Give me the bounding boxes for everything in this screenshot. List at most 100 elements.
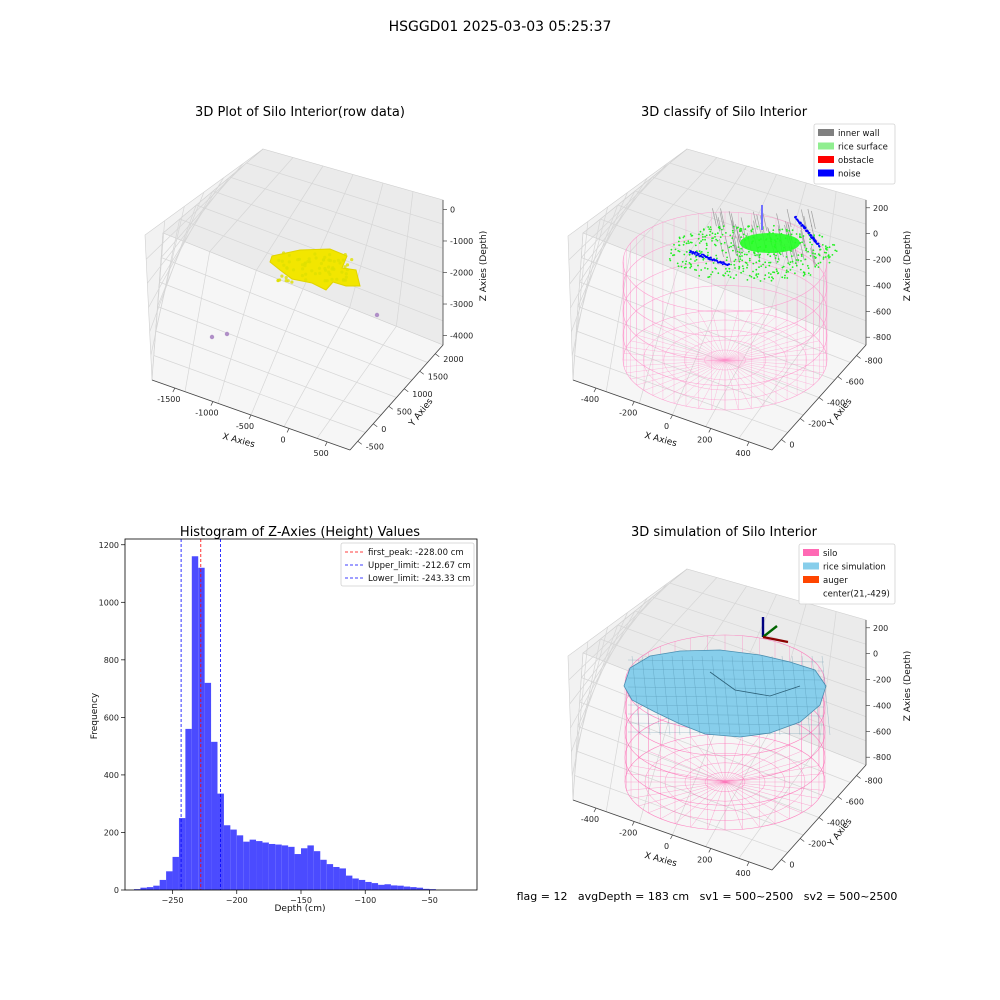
raw-point [343,253,347,257]
inner-wall-point [726,244,732,264]
legend-swatch [818,156,834,163]
hist-bar [281,845,289,890]
rice-surface-point [711,271,714,273]
silo-floor-ring [704,349,746,371]
z-tick-label: 200 [873,204,888,213]
noise-point [694,251,697,254]
raw-point [282,263,286,267]
rice-surface-point [813,234,815,237]
y-tick-mark [799,418,805,422]
rice-surface-point [778,228,781,231]
mesh-line [671,655,681,736]
rice-surface-point [730,245,732,248]
rice-surface-point [769,261,772,264]
rice-surface-point [670,248,673,251]
hist-bar [397,885,404,890]
rice-surface-point [752,270,754,273]
raw-point [328,272,332,276]
rice-surface-point [732,231,734,234]
rice-surface-point [823,251,826,254]
hist-y-tick-label: 1000 [99,598,119,607]
rice-surface-point [773,224,775,227]
silo-floor-ring [643,319,807,401]
rice-surface-point [832,243,834,246]
hist-bar [288,846,295,890]
legend-label: center(21,-429) [823,590,890,600]
rice-surface-point [809,255,812,257]
silo-floor-spoke [707,781,726,830]
z-tick-label: -600 [873,727,891,736]
hist-y-tick-label: 0 [114,886,119,895]
raw-point [300,263,305,267]
silo-floor-spoke [711,359,726,410]
rice-surface-point [802,271,805,274]
raw-point [313,272,317,276]
silo-floor-spoke [636,334,726,361]
x-tick-label: 500 [314,449,329,458]
rice-surface-point [751,228,754,231]
silo-floor-ring [683,339,767,381]
raw-zlabel: Z Axies (Depth) [479,231,489,302]
rice-surface-point [795,264,798,267]
silo-floor-spoke [724,781,824,791]
rice-surface-point [742,267,745,270]
hist-y-tick-label: 200 [104,828,119,837]
noise-point [695,254,698,257]
legend-swatch [803,549,819,556]
rice-surface-point [755,273,758,275]
hist-x-tick-label: −250 [162,896,184,905]
rice-surface-point [813,255,816,258]
rice-surface-point [725,259,728,262]
hist-bar [326,864,334,890]
y-tick-mark [856,355,861,359]
legend-label: silo [823,549,837,559]
raw-point [313,252,317,256]
rice-surface-point [689,263,692,265]
inner-wall-point [731,236,737,255]
rice-surface-point [785,271,788,274]
rice-surface-point [683,235,686,238]
rice-surface-point [788,229,791,232]
y-tick-mark [856,775,861,779]
rice-surface-point [677,240,680,243]
x-tick-label: 200 [697,435,712,444]
inner-wall-point [800,209,806,228]
rice-surface-point [683,266,686,269]
hist-bar [371,883,379,890]
noise-point [817,242,820,245]
rice-surface-point [682,236,685,239]
raw-point [323,279,327,283]
silo-floor-spoke [630,765,726,783]
rice-surface-point [763,278,766,280]
rice-surface-point [786,230,788,232]
silo-floor-spoke [724,346,824,361]
raw-point [322,258,326,262]
rice-surface-point [716,239,719,242]
hist-bar [333,866,340,890]
rice-surface-dense [740,233,800,253]
rice-surface-point [750,275,753,278]
hist-bar [172,856,179,890]
rice-surface-point [812,249,815,252]
rice-surface-point [698,242,701,244]
x-tick-mark [746,441,750,447]
inner-wall-point [728,211,734,230]
raw-point [278,278,282,282]
rice-surface-point [746,266,748,269]
raw-point [280,259,284,263]
rice-surface-point [677,250,680,252]
rice-surface-point [831,254,834,256]
rice-surface-point [732,244,735,247]
rice-surface-point [685,260,688,263]
hist-x-tick-label: −100 [354,896,376,905]
rice-surface-point [754,254,757,257]
rice-surface-point [668,258,671,260]
x-tick-label: 200 [697,855,712,864]
rice-surface-point [707,251,709,254]
rice-surface-point [752,262,755,265]
silo-floor-spoke [724,736,760,783]
rice-surface-point [821,235,824,238]
rice-surface-point [711,240,713,242]
noise-point [709,256,712,259]
rice-surface-point [833,244,836,246]
